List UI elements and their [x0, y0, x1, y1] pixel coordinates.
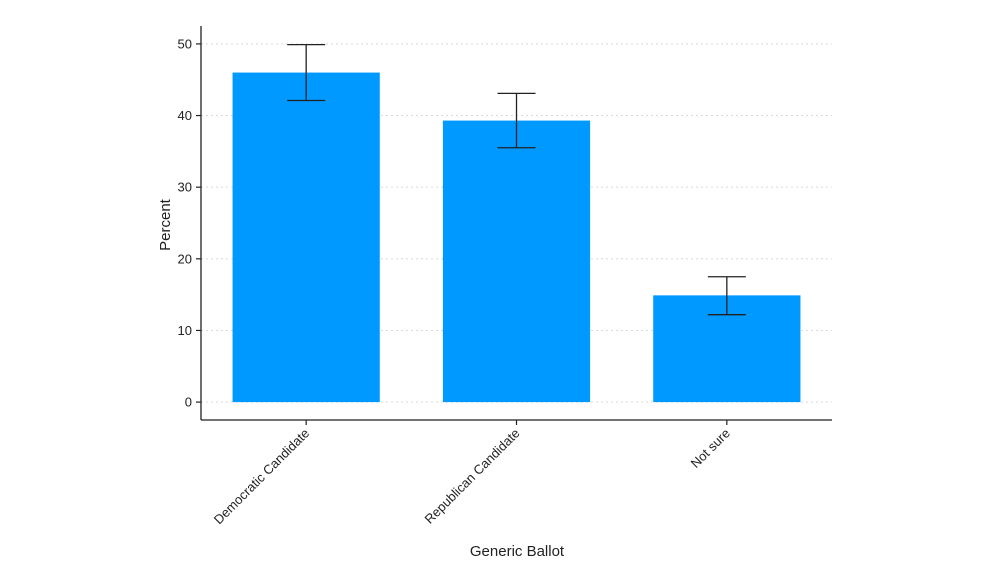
y-tick-label: 20 — [178, 251, 192, 266]
x-axis-title: Generic Ballot — [470, 543, 565, 560]
bar — [232, 72, 380, 403]
x-tick-label: Republican Candidate — [422, 426, 523, 527]
y-tick-label: 10 — [178, 323, 192, 338]
bars — [232, 72, 801, 403]
y-axis-ticks: 0 10 20 30 40 50 — [178, 36, 201, 410]
y-tick-label: 40 — [178, 108, 192, 123]
bar — [442, 120, 591, 403]
x-tick-label: Not sure — [688, 426, 733, 471]
y-tick-label: 50 — [178, 36, 192, 51]
y-tick-label: 30 — [178, 180, 192, 195]
y-axis-title: Percent — [157, 198, 174, 251]
x-axis-ticks: Democratic Candidate Republican Candidate… — [211, 420, 733, 527]
y-tick-label: 0 — [185, 395, 192, 410]
error-bars — [287, 43, 746, 316]
x-tick-label: Democratic Candidate — [211, 426, 313, 528]
